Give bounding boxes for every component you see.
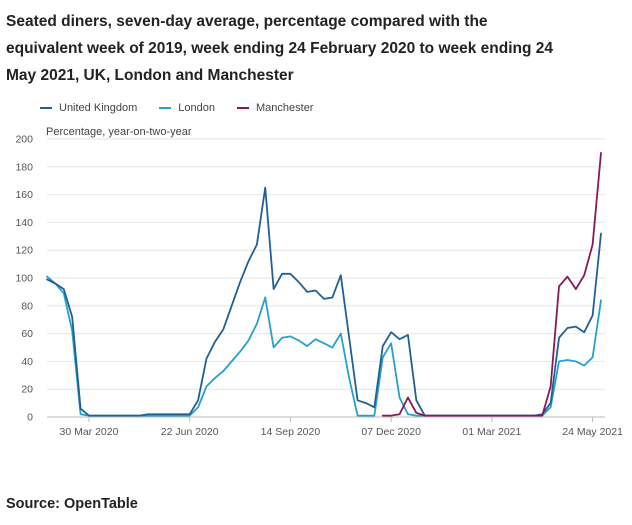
y-tick-label: 60 [21, 328, 33, 340]
y-axis-ticks: 0 20 40 60 80 100 120 140 160 180 200 [15, 134, 33, 424]
x-tick-label: 24 May 2021 [562, 426, 623, 438]
x-tick-label: 07 Dec 2020 [361, 426, 421, 438]
line-chart: 0 20 40 60 80 100 120 140 160 180 200 30 Mar 2020 2… [15, 134, 623, 439]
series-lines [46, 152, 602, 417]
legend-label-manchester: Manchester [256, 102, 314, 114]
series-line-manchester[interactable] [381, 152, 602, 417]
x-axis-ticks: 30 Mar 2020 22 Jun 2020 14 Sep 2020 07 Dec … [59, 417, 623, 438]
y-tick-label: 180 [15, 161, 33, 173]
legend-swatch-manchester [237, 107, 249, 109]
legend-item-united-kingdom[interactable]: United Kingdom [40, 102, 137, 114]
legend-item-london[interactable]: London [159, 102, 215, 114]
legend-swatch-london [159, 107, 172, 109]
legend-label-united-kingdom: United Kingdom [59, 102, 138, 114]
legend-label-london: London [178, 102, 215, 114]
chart-title: Seated diners, seven-day average, percen… [6, 13, 554, 84]
series-line-london[interactable] [46, 275, 602, 417]
y-tick-label: 160 [15, 189, 33, 201]
x-tick-label: 14 Sep 2020 [261, 426, 321, 438]
y-tick-label: 140 [15, 217, 33, 229]
legend-swatch-united-kingdom [40, 107, 52, 109]
series-line-united-kingdom[interactable] [46, 186, 602, 417]
y-tick-label: 200 [15, 134, 33, 146]
legend-item-manchester[interactable]: Manchester [237, 102, 313, 114]
x-tick-label: 22 Jun 2020 [161, 426, 219, 438]
y-axis-label: Percentage, year-on-two-year [46, 126, 192, 138]
gridlines [47, 138, 605, 418]
y-tick-label: 20 [21, 384, 33, 396]
y-tick-label: 120 [15, 245, 33, 257]
source-note: Source: OpenTable [6, 496, 138, 512]
y-tick-label: 0 [27, 412, 33, 424]
y-tick-label: 80 [21, 300, 33, 312]
y-tick-label: 100 [15, 273, 33, 285]
legend: United Kingdom London Manchester [40, 102, 313, 114]
x-tick-label: 30 Mar 2020 [59, 426, 118, 438]
x-tick-label: 01 Mar 2021 [462, 426, 521, 438]
y-tick-label: 40 [21, 356, 33, 368]
